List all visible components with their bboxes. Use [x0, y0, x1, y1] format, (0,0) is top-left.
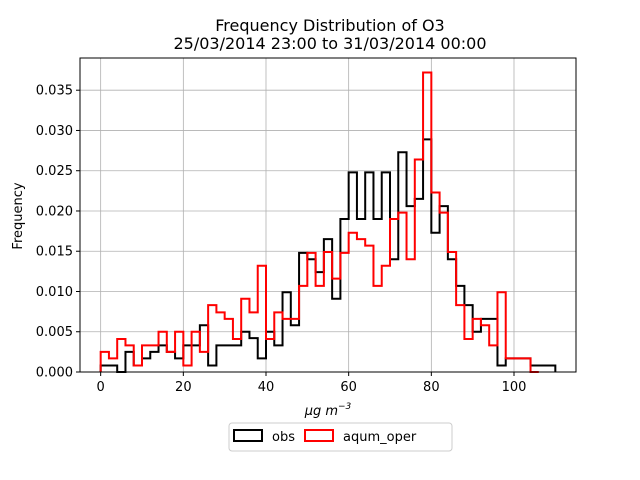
step-line-aqum-oper — [99, 71, 539, 373]
chart-title-line-2: 25/03/2014 23:00 to 31/03/2014 00:00 — [173, 34, 486, 53]
x-axis-ticks: 0 20 40 60 80 100 — [97, 372, 527, 395]
series-obs — [99, 138, 557, 373]
y-tick-label: 0.005 — [36, 325, 73, 340]
y-tick-label: 0.030 — [36, 124, 73, 139]
legend-swatch-aqum-oper — [304, 429, 334, 442]
legend: obs aqum_oper — [228, 422, 453, 452]
legend-box — [228, 422, 453, 452]
y-tick-label: 0.035 — [36, 84, 73, 99]
x-tick-label: 0 — [97, 380, 105, 395]
y-axis-label: Frequency — [11, 182, 26, 249]
axes-frame — [79, 57, 577, 373]
x-axis-label: μg m−3 — [304, 402, 352, 419]
legend-label-aqum-oper: aqum_oper — [343, 430, 417, 445]
series-aqum-oper — [99, 71, 539, 373]
y-tick-label: 0.015 — [36, 245, 73, 260]
y-tick-label: 0.000 — [36, 366, 73, 381]
series-group — [99, 71, 557, 373]
x-tick-label: 60 — [340, 380, 357, 395]
step-line-obs — [99, 138, 557, 373]
x-tick-label: 80 — [423, 380, 440, 395]
x-tick-label: 100 — [502, 380, 527, 395]
legend-label-obs: obs — [272, 430, 295, 445]
legend-swatch-obs — [233, 429, 263, 442]
x-axis-label-main: μg m — [304, 404, 338, 419]
x-tick-label: 20 — [175, 380, 192, 395]
chart-title-line-1: Frequency Distribution of O3 — [215, 16, 444, 35]
x-tick-label: 40 — [258, 380, 275, 395]
y-axis-ticks: 0.000 0.005 0.010 0.015 0.020 0.025 0.030 0.035 — [36, 84, 80, 381]
y-tick-label: 0.010 — [36, 285, 73, 300]
plot-area — [80, 58, 576, 372]
x-axis-label-superscript: −3 — [338, 402, 352, 412]
y-tick-label: 0.020 — [36, 204, 73, 219]
y-tick-label: 0.025 — [36, 164, 73, 179]
